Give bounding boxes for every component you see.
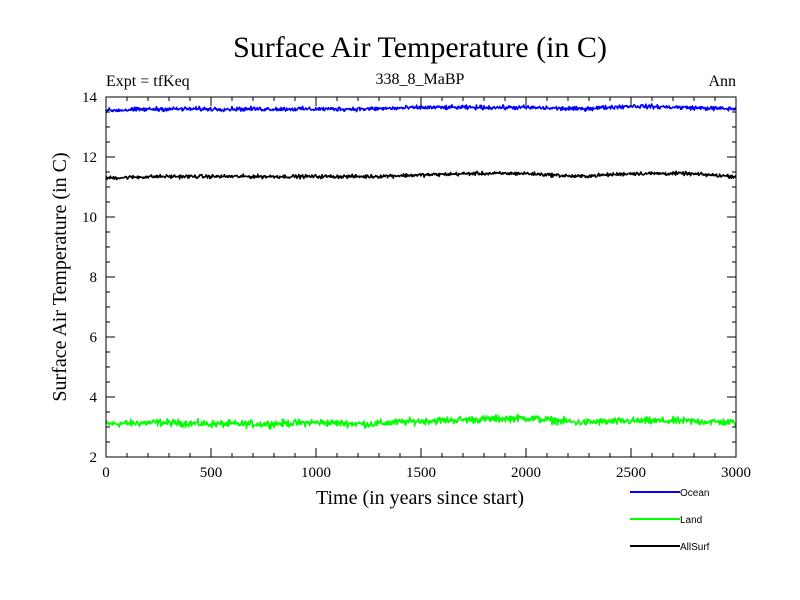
y-axis-label: Surface Air Temperature (in C) — [49, 152, 71, 401]
x-axis-label: Time (in years since start) — [316, 487, 524, 509]
period-label: Ann — [708, 73, 736, 90]
x-tick-label: 3000 — [721, 465, 751, 481]
experiment-label: Expt = tfKeq — [106, 73, 190, 90]
plot-frame — [105, 96, 737, 458]
x-tick-label: 2500 — [616, 465, 646, 481]
series-line-allsurf — [105, 170, 737, 181]
series-layer — [105, 103, 737, 430]
legend-label-ocean: Ocean — [680, 488, 709, 499]
x-tick-label: 1500 — [406, 465, 436, 481]
legend: Ocean Land AllSurf — [630, 488, 710, 553]
chart-subtitle: 338_8_MaBP — [376, 71, 465, 88]
x-tick-label: 2000 — [511, 465, 541, 481]
x-tick-label: 500 — [200, 465, 223, 481]
y-tick-label: 12 — [82, 150, 97, 166]
series-line-land — [105, 413, 737, 430]
x-tick-label: 1000 — [301, 465, 331, 481]
y-tick-label: 10 — [82, 210, 97, 226]
y-tick-label: 2 — [90, 450, 98, 466]
y-tick-label: 8 — [90, 270, 98, 286]
y-tick-label: 4 — [90, 390, 98, 406]
x-tick-label: 0 — [102, 465, 110, 481]
y-tick-label: 6 — [90, 330, 98, 346]
y-tick-label: 14 — [82, 90, 98, 106]
legend-label-land: Land — [680, 515, 702, 526]
chart-title: Surface Air Temperature (in C) — [233, 31, 607, 64]
legend-label-allsurf: AllSurf — [680, 542, 710, 553]
